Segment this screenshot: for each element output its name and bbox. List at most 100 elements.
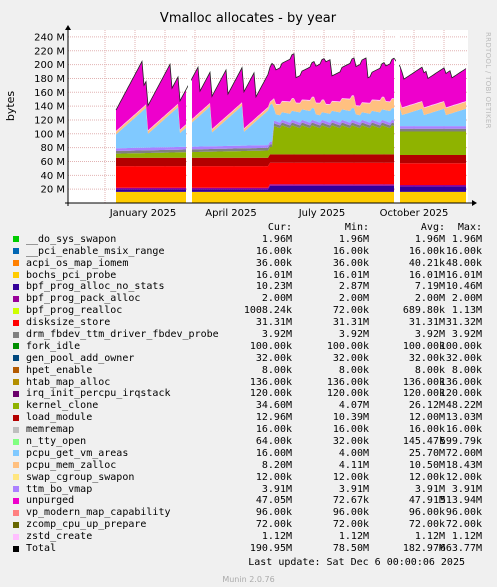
legend-row: n_tty_open 64.00k 32.00k 145.47k 599.79k xyxy=(0,436,497,448)
legend-cur: 1.12M xyxy=(261,531,292,543)
legend-cur: 32.00k xyxy=(255,352,292,364)
legend-cur: 12.00k xyxy=(255,471,292,483)
area-band xyxy=(192,122,394,153)
legend-name: unpurged xyxy=(26,495,75,507)
legend-min: 16.00k xyxy=(332,424,369,436)
legend-max: 13.03M xyxy=(445,412,482,424)
legend-name: irq_init_percpu_irqstack xyxy=(26,388,171,400)
legend-max: 136.00k xyxy=(439,376,482,388)
legend-name: load_module xyxy=(26,412,93,424)
legend-max: 12.00k xyxy=(445,471,482,483)
legend-swatch xyxy=(13,295,19,302)
legend-name: zcomp_cpu_up_prepare xyxy=(26,519,147,531)
area-band xyxy=(400,186,466,192)
legend-min: 72.00k xyxy=(332,305,369,317)
area-band xyxy=(116,191,186,203)
x-tick-label: January 2025 xyxy=(109,208,177,219)
legend-max: 3.92M xyxy=(451,329,482,341)
legend-row: htab_map_alloc 136.00k 136.00k 136.00k 136.0… xyxy=(0,377,497,389)
legend-name: memremap xyxy=(26,424,75,436)
legend-cur: 8.00k xyxy=(261,364,292,376)
legend-row: fork_idle 100.00k 100.00k 100.00k 100.00k xyxy=(0,341,497,353)
legend-min: 31.31M xyxy=(332,317,369,329)
y-tick-label: 180 M xyxy=(34,74,65,85)
legend-avg: 96.00k xyxy=(408,507,445,519)
legend-swatch xyxy=(13,236,19,243)
legend-row: irq_init_percpu_irqstack 120.00k 120.00k 12… xyxy=(0,388,497,400)
data-gap xyxy=(396,30,399,203)
legend-avg: 120.00k xyxy=(402,388,445,400)
legend-swatch xyxy=(13,474,19,481)
area-band xyxy=(116,157,186,167)
legend-cur: 64.00k xyxy=(255,436,292,448)
legend-min: 12.00k xyxy=(332,471,369,483)
legend-row: bpf_prog_pack_alloc 2.00M 2.00M 2.00M 2.00M xyxy=(0,293,497,305)
legend-avg: 7.19M xyxy=(414,281,445,293)
legend-max: 48.00k xyxy=(445,257,482,269)
legend-swatch xyxy=(13,509,19,516)
y-axis-arrow xyxy=(65,25,71,30)
col-min-header: Min: xyxy=(344,222,369,233)
legend-name: n_tty_open xyxy=(26,436,87,448)
legend-avg: 145.47k xyxy=(402,436,445,448)
y-tick-label: 120 M xyxy=(34,115,65,126)
legend-swatch xyxy=(13,462,19,469)
area-band xyxy=(400,155,466,164)
legend-swatch xyxy=(13,283,19,290)
legend-name: bpf_prog_realloc xyxy=(26,305,123,317)
y-tick-label: 240 M xyxy=(34,32,65,43)
y-tick-label: 60 M xyxy=(40,157,65,168)
legend-max: 2.00M xyxy=(451,293,482,305)
legend-cur: 12.96M xyxy=(255,412,292,424)
legend-name: fork_idle xyxy=(26,340,81,352)
legend-min: 4.07M xyxy=(338,400,369,412)
last-update: Last update: Sat Dec 6 00:00:06 2025 xyxy=(248,557,465,568)
legend-avg: 12.00M xyxy=(408,412,445,424)
legend-row: zstd_create 1.12M 1.12M 1.12M 1.12M xyxy=(0,531,497,543)
legend-cur: 34.60M xyxy=(255,400,292,412)
legend-avg: 16.00k xyxy=(408,245,445,257)
legend-row: unpurged 47.05M 72.67k 47.91M 513.94M xyxy=(0,495,497,507)
legend-cur: 120.00k xyxy=(249,388,292,400)
legend-name: ttm_bo_vmap xyxy=(26,483,93,495)
legend-cur: 2.00M xyxy=(261,293,292,305)
legend-avg: 3.92M xyxy=(414,329,445,341)
area-band xyxy=(116,146,186,151)
area-band xyxy=(400,128,466,132)
legend-cur: 190.95M xyxy=(249,543,292,555)
legend-max: 100.00k xyxy=(439,340,482,352)
legend-max: 1.13M xyxy=(451,305,482,317)
legend-avg: 31.31M xyxy=(408,317,445,329)
legend-min: 32.00k xyxy=(332,352,369,364)
legend-cur: 16.00k xyxy=(255,424,292,436)
legend-cur: 96.00k xyxy=(255,507,292,519)
y-tick-label: 160 M xyxy=(34,88,65,99)
legend-cur: 10.23M xyxy=(255,281,292,293)
legend-min: 1.12M xyxy=(338,531,369,543)
legend-max: 48.22M xyxy=(445,400,482,412)
legend-min: 2.87M xyxy=(338,281,369,293)
area-band xyxy=(400,163,466,185)
legend-row: memremap 16.00k 16.00k 16.00k 16.00k xyxy=(0,424,497,436)
y-tick-label: 40 M xyxy=(40,171,65,182)
legend-name: bochs_pci_probe xyxy=(26,269,117,281)
legend-min: 136.00k xyxy=(326,376,369,388)
legend-min: 78.50M xyxy=(332,543,369,555)
legend-name: disksize_store xyxy=(26,317,111,329)
col-cur-header: Cur: xyxy=(267,222,292,233)
legend-max: 120.00k xyxy=(439,388,482,400)
legend-swatch xyxy=(13,533,19,540)
y-axis-label: bytes xyxy=(4,91,17,122)
y-tick-label: 140 M xyxy=(34,102,65,113)
legend-name: acpi_os_map_iomem xyxy=(26,257,129,269)
stacked-areas xyxy=(115,30,467,203)
rrdtool-credit: RRDTOOL / TOBI OETIKER xyxy=(484,32,492,129)
legend-max: 513.94M xyxy=(439,495,482,507)
legend-name: zstd_create xyxy=(26,531,93,543)
legend-swatch xyxy=(13,414,19,421)
legend-min: 3.91M xyxy=(338,483,369,495)
legend-name: kernel_clone xyxy=(26,400,99,412)
legend-name: htab_map_alloc xyxy=(26,376,111,388)
area-band xyxy=(116,149,186,154)
legend-row: load_module 12.96M 10.39M 12.00M 13.03M xyxy=(0,412,497,424)
